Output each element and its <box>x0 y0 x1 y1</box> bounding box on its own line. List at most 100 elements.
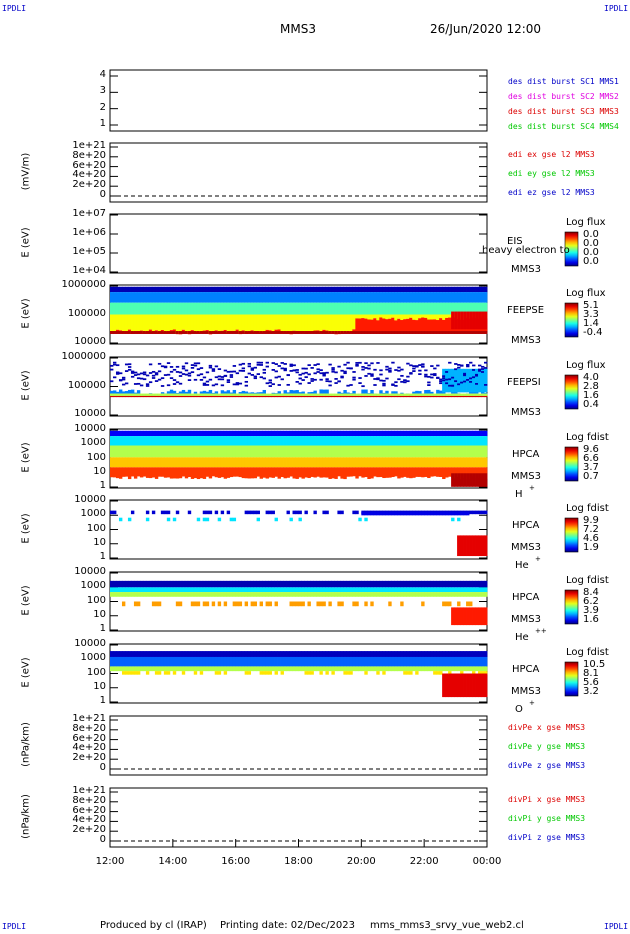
hpca-he2-spectrogram-cell <box>268 592 272 597</box>
hpca-h-spectrogram-cell <box>460 430 464 437</box>
feepse-spectrogram-cell <box>280 286 284 293</box>
hpca-h-spectrogram-cell <box>463 430 467 437</box>
hpca-o-spectrogram-cell <box>154 651 159 657</box>
hpca-o-spectrogram-cell <box>421 651 425 657</box>
hpca-o-spectrogram-cell <box>223 651 228 657</box>
hpca-o-spectrogram-cell <box>211 651 216 657</box>
feepsi-spectrogram-cell <box>133 392 138 394</box>
hpca-he2-spectrogram-cell <box>376 580 380 588</box>
edi-legend-entry: edi ez gse l2 MMS3 <box>508 188 595 197</box>
feepse-spectrogram-cell <box>445 314 449 318</box>
feepse-spectrogram-cell <box>376 320 380 332</box>
hpca-h-spectrogram-cell <box>355 467 359 479</box>
hpca-h-spectrogram-cell <box>466 473 470 487</box>
feepse-spectrogram-cell <box>376 302 380 315</box>
feepsi-spectrogram-cell <box>475 393 479 396</box>
hpca-h-spectrogram-cell <box>151 436 156 446</box>
hpca-h-spectrogram-cell <box>175 467 180 479</box>
hpca-h-spectrogram-cell <box>148 436 153 446</box>
feepsi-spectrogram-cell <box>373 368 377 371</box>
hpca-o-spectrogram-cell <box>475 673 479 698</box>
hpca-o-spectrogram-cell <box>472 666 476 672</box>
feepse-spectrogram-cell <box>343 302 347 315</box>
hpca-h-spectrogram-cell <box>385 445 389 458</box>
hpca-he2-spectrogram-cell <box>364 580 368 588</box>
hpca-o-spectrogram-cell <box>151 651 156 657</box>
hpca-he2-spectrogram-cell <box>436 587 440 593</box>
hpca-h-spectrogram-cell <box>349 445 353 458</box>
feepse-spectrogram-cell <box>292 314 296 331</box>
feepsi-spectrogram-cell <box>478 364 482 367</box>
hpca-o-spectrogram-cell <box>451 673 455 698</box>
hpca-h-spectrogram-cell <box>298 457 302 468</box>
feepsi-spectrogram-cell <box>277 375 281 378</box>
feepsi-spectrogram-cell <box>439 390 443 394</box>
hpca-o-spectrogram-cell <box>382 656 386 667</box>
feepsi-spectrogram-cell <box>472 368 476 393</box>
feepsi-spectrogram-cell <box>358 382 362 384</box>
hpca-o-colorbar-title: Log fdist <box>566 647 609 658</box>
hpca-he-spectrogram-cell <box>130 510 135 515</box>
hpca-h-spectrogram-cell <box>127 457 132 468</box>
hpca-h-spectrogram-cell <box>469 457 473 468</box>
feepse-spectrogram-cell <box>265 292 269 303</box>
feepse-spectrogram-cell <box>193 331 198 334</box>
feepse-spectrogram-cell <box>277 331 281 334</box>
feepsi-spectrogram-cell <box>349 367 353 370</box>
hpca-h-spectrogram-cell <box>451 467 455 478</box>
hpca-he2-spectrogram-cell <box>193 592 198 597</box>
feepsi-spectrogram-cell <box>193 391 198 394</box>
hpca-o-spectrogram-cell <box>412 651 416 657</box>
hpca-he2-spectrogram-cell <box>115 592 120 597</box>
hpca-he2-spectrogram-cell <box>445 601 449 607</box>
hpca-o-spectrogram-cell <box>256 656 260 667</box>
hpca-h-spectrogram-cell <box>481 473 485 487</box>
feepse-spectrogram-cell <box>367 314 371 320</box>
hpca-h-spectrogram-cell <box>427 467 431 479</box>
feepse-spectrogram-cell <box>256 314 260 332</box>
feepse-spectrogram-cell <box>412 292 416 303</box>
feepse-spectrogram-cell <box>337 292 341 303</box>
feepse-spectrogram-cell <box>325 292 329 303</box>
hpca-h-spectrogram-cell <box>232 467 237 477</box>
hpca-h-spectrogram-cell <box>280 436 284 446</box>
hpca-h-spectrogram-cell <box>190 445 195 458</box>
hpca-o-spectrogram-cell <box>469 673 473 698</box>
feepsi-spectrogram-cell <box>346 392 350 394</box>
hpca-h-spectrogram-cell <box>274 436 278 446</box>
hpca-he2-spectrogram-cell <box>445 587 449 593</box>
feepsi-spectrogram-cell <box>310 378 314 380</box>
hpca-h-spectrogram-cell <box>334 436 338 446</box>
hpca-o-spectrogram-cell <box>253 666 258 672</box>
hpca-o-spectrogram-cell <box>280 651 284 657</box>
hpca-o-spectrogram-cell <box>394 651 398 657</box>
hpca-o-spectrogram-cell <box>127 666 132 672</box>
feepse-spectrogram-cell <box>178 333 183 335</box>
feepsi-spectrogram-cell <box>457 393 461 396</box>
hpca-h-spectrogram-cell <box>136 445 141 458</box>
hpca-h-spectrogram-cell <box>394 445 398 458</box>
feepsi-spectrogram-cell <box>436 393 440 396</box>
hpca-he2-spectrogram-cell <box>439 592 443 597</box>
feepsi-spectrogram-cell <box>382 382 386 385</box>
hpca-he-colorbar-value: 4.6 <box>583 533 599 544</box>
hpca-h-spectrogram-cell <box>442 445 446 458</box>
feepse-spectrogram-cell <box>343 314 347 333</box>
feepse-spectrogram-cell <box>220 292 225 303</box>
feepsi-spectrogram-cell <box>376 377 380 380</box>
feepsi-spectrogram-cell <box>181 365 186 368</box>
feepsi-spectrogram-cell <box>304 376 308 379</box>
hpca-he-spectrogram-cell <box>418 511 422 516</box>
feepse-spectrogram-cell <box>388 318 392 332</box>
feepsi-spectrogram-cell <box>112 393 117 396</box>
feepsi-spectrogram-cell <box>127 395 132 398</box>
feepse-spectrogram-cell <box>265 331 269 334</box>
hpca-h-spectrogram-cell <box>322 445 326 458</box>
feepsi-spectrogram-cell <box>484 395 488 398</box>
hpca-he2-spectrogram-cell <box>466 580 470 588</box>
feepse-spectrogram-cell <box>400 302 404 315</box>
hpca-h-spectrogram-cell <box>235 445 240 458</box>
feepse-spectrogram-cell <box>478 292 482 303</box>
feepse-spectrogram-cell <box>175 302 180 315</box>
hpca-he-spectrogram-cell <box>292 510 296 515</box>
